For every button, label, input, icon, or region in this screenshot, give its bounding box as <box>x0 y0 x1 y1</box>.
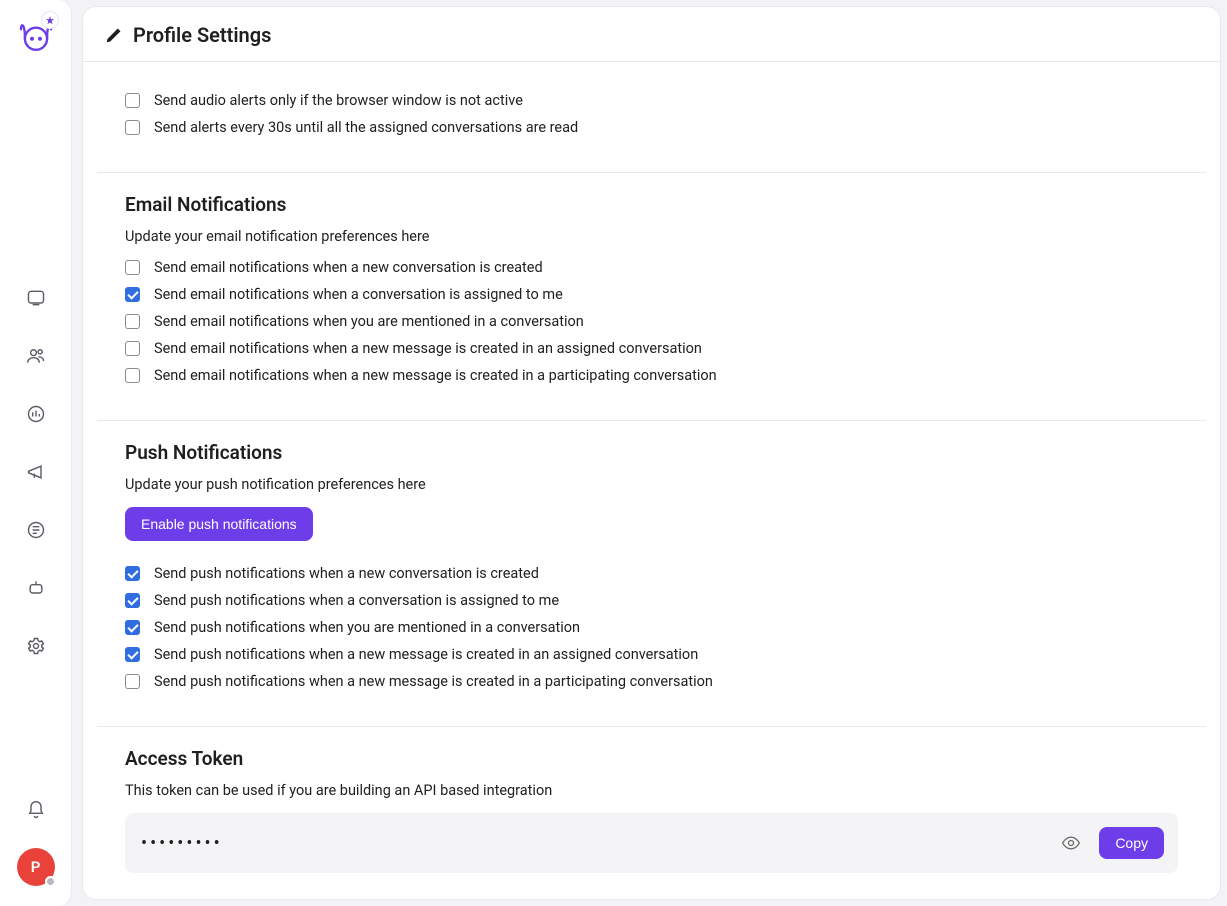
bell-icon <box>26 800 46 820</box>
push-option[interactable]: Send push notifications when a new conve… <box>125 565 1178 582</box>
audio-label: Send audio alerts only if the browser wi… <box>154 92 523 109</box>
email-section: Email Notifications Update your email no… <box>97 173 1206 421</box>
sidebar-item-help-center[interactable] <box>16 510 56 550</box>
settings-icon <box>26 636 46 656</box>
page-title: Profile Settings <box>133 23 271 47</box>
audio-label: Send alerts every 30s until all the assi… <box>154 119 578 136</box>
email-option[interactable]: Send email notifications when a new mess… <box>125 340 1178 357</box>
push-label: Send push notifications when a new messa… <box>154 646 698 663</box>
notifications-button[interactable] <box>16 790 56 830</box>
audio-option[interactable]: Send alerts every 30s until all the assi… <box>125 119 1178 136</box>
sidebar-item-bot[interactable] <box>16 568 56 608</box>
presence-dot-icon <box>45 876 56 887</box>
enable-push-button[interactable]: Enable push notifications <box>125 507 313 541</box>
sidebar-item-conversations[interactable] <box>16 278 56 318</box>
push-label: Send push notifications when a new messa… <box>154 673 713 690</box>
eye-icon <box>1061 833 1081 853</box>
edit-icon <box>105 26 123 44</box>
sidebar-item-reports[interactable] <box>16 394 56 434</box>
reveal-token-button[interactable] <box>1055 832 1087 854</box>
contacts-icon <box>26 346 46 366</box>
logo-badge-icon <box>42 12 58 28</box>
token-section: Access Token This token can be used if y… <box>97 727 1206 899</box>
avatar-initial: P <box>31 858 41 876</box>
settings-content: Send audio alerts only if the browser wi… <box>83 62 1220 899</box>
email-option[interactable]: Send email notifications when a new mess… <box>125 367 1178 384</box>
push-checkbox[interactable] <box>125 620 140 635</box>
copy-token-button[interactable]: Copy <box>1099 827 1164 859</box>
email-checkbox[interactable] <box>125 368 140 383</box>
push-label: Send push notifications when a new conve… <box>154 565 539 582</box>
sidebar: P <box>0 0 72 906</box>
email-label: Send email notifications when a new mess… <box>154 367 717 384</box>
push-option[interactable]: Send push notifications when a conversat… <box>125 592 1178 609</box>
push-option[interactable]: Send push notifications when a new messa… <box>125 673 1178 690</box>
sidebar-item-settings[interactable] <box>16 626 56 666</box>
push-checkbox[interactable] <box>125 593 140 608</box>
email-checkbox[interactable] <box>125 287 140 302</box>
audio-checkbox[interactable] <box>125 120 140 135</box>
audio-checkbox[interactable] <box>125 93 140 108</box>
audio-option[interactable]: Send audio alerts only if the browser wi… <box>125 92 1178 109</box>
token-input[interactable] <box>139 832 1043 855</box>
sidebar-nav <box>16 278 56 666</box>
push-checkbox[interactable] <box>125 674 140 689</box>
email-label: Send email notifications when you are me… <box>154 313 584 330</box>
email-checkbox[interactable] <box>125 314 140 329</box>
page-header: Profile Settings <box>83 7 1220 62</box>
email-option[interactable]: Send email notifications when a conversa… <box>125 286 1178 303</box>
push-section-title: Push Notifications <box>125 441 1178 464</box>
email-option[interactable]: Send email notifications when a new conv… <box>125 259 1178 276</box>
main-panel: Profile Settings Send audio alerts only … <box>82 6 1221 900</box>
email-section-title: Email Notifications <box>125 193 1178 216</box>
email-checkbox[interactable] <box>125 341 140 356</box>
help-center-icon <box>26 520 46 540</box>
push-checkbox[interactable] <box>125 566 140 581</box>
email-label: Send email notifications when a conversa… <box>154 286 563 303</box>
sidebar-item-campaigns[interactable] <box>16 452 56 492</box>
bot-icon <box>26 578 46 598</box>
push-option[interactable]: Send push notifications when you are men… <box>125 619 1178 636</box>
campaigns-icon <box>26 462 46 482</box>
push-section: Push Notifications Update your push noti… <box>97 421 1206 727</box>
token-section-desc: This token can be used if you are buildi… <box>125 782 1178 799</box>
email-option[interactable]: Send email notifications when you are me… <box>125 313 1178 330</box>
email-label: Send email notifications when a new mess… <box>154 340 702 357</box>
push-section-desc: Update your push notification preference… <box>125 476 1178 493</box>
push-label: Send push notifications when a conversat… <box>154 592 559 609</box>
token-row: Copy <box>125 813 1178 873</box>
app-logo[interactable] <box>16 14 56 54</box>
reports-icon <box>26 404 46 424</box>
email-section-desc: Update your email notification preferenc… <box>125 228 1178 245</box>
push-label: Send push notifications when you are men… <box>154 619 580 636</box>
push-option[interactable]: Send push notifications when a new messa… <box>125 646 1178 663</box>
token-section-title: Access Token <box>125 747 1178 770</box>
email-label: Send email notifications when a new conv… <box>154 259 543 276</box>
email-checkbox[interactable] <box>125 260 140 275</box>
sidebar-item-contacts[interactable] <box>16 336 56 376</box>
user-avatar[interactable]: P <box>17 848 55 886</box>
push-checkbox[interactable] <box>125 647 140 662</box>
audio-section: Send audio alerts only if the browser wi… <box>97 62 1206 173</box>
conversations-icon <box>26 288 46 308</box>
